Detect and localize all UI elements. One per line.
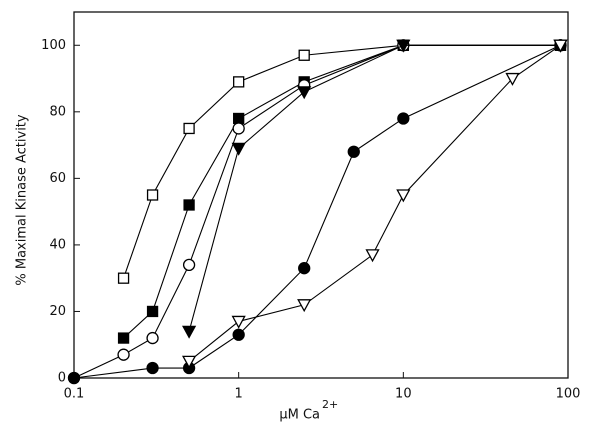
series-line xyxy=(123,44,561,339)
marker xyxy=(231,315,246,329)
marker xyxy=(505,72,520,86)
marker xyxy=(146,305,159,318)
marker xyxy=(233,112,245,125)
marker xyxy=(553,39,568,53)
marker xyxy=(347,145,360,158)
marker xyxy=(146,331,159,345)
x-tick-label: 100 xyxy=(556,387,581,402)
series-line xyxy=(188,44,561,362)
marker xyxy=(146,189,159,201)
x-tick-label: 1 xyxy=(235,387,243,402)
marker xyxy=(117,348,130,361)
x-axis-label-superscript: 2+ xyxy=(322,398,338,411)
plot-frame xyxy=(73,11,569,379)
y-tick-label: 100 xyxy=(41,38,66,53)
marker xyxy=(297,299,312,313)
x-axis-label: μM Ca xyxy=(279,408,320,423)
marker xyxy=(297,86,312,100)
y-tick-label: 20 xyxy=(49,304,66,319)
marker xyxy=(231,142,246,156)
series-line xyxy=(123,44,561,279)
marker xyxy=(183,199,195,211)
x-tick-label: 10 xyxy=(395,387,412,402)
marker xyxy=(182,325,197,339)
marker xyxy=(232,328,245,341)
y-tick-label: 80 xyxy=(49,104,66,119)
y-axis-label: % Maximal Kinase Activity xyxy=(15,114,30,286)
y-tick-label: 0 xyxy=(58,371,66,386)
y-tick-label: 40 xyxy=(49,237,66,252)
marker xyxy=(396,189,411,203)
marker xyxy=(146,361,159,375)
marker xyxy=(182,355,197,369)
marker xyxy=(117,332,130,344)
marker xyxy=(183,122,195,135)
marker xyxy=(397,112,410,125)
x-tick-label: 0.1 xyxy=(64,387,85,402)
marker xyxy=(233,76,245,88)
marker xyxy=(396,39,411,53)
marker xyxy=(117,272,130,284)
marker xyxy=(365,249,380,263)
marker xyxy=(182,258,196,272)
marker xyxy=(298,262,311,275)
marker xyxy=(298,49,310,61)
series-line xyxy=(188,44,561,332)
y-tick-label: 60 xyxy=(49,171,66,186)
marker xyxy=(232,122,245,135)
marker xyxy=(67,371,81,385)
